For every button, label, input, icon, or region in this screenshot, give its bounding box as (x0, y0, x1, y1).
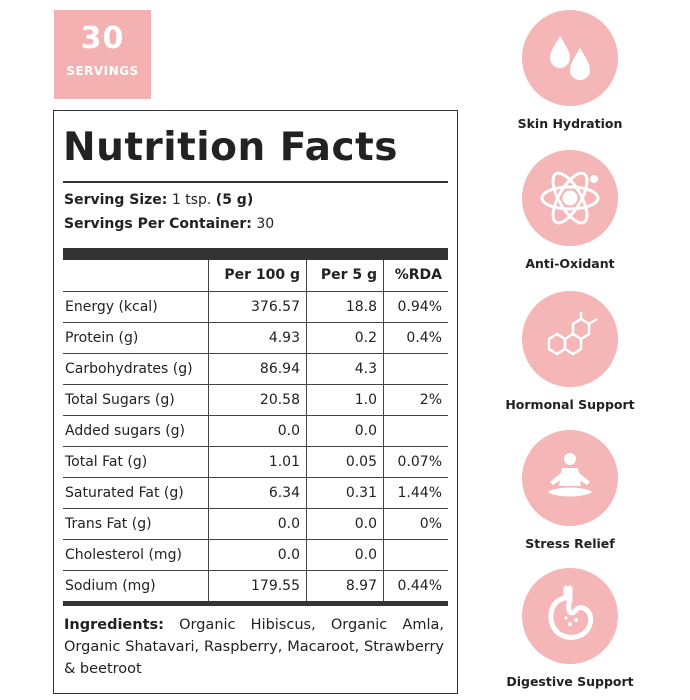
table-row: Carbohydrates (g) 86.94 4.3 (63, 353, 448, 385)
value-rda (442, 547, 448, 563)
table-row: Total Fat (g) 1.01 0.05 0.07% (63, 446, 448, 478)
value-rda (442, 423, 448, 439)
value-per-100g: 6.34 (268, 485, 300, 501)
header-per-100g: Per 100 g (224, 267, 300, 283)
value-per-100g: 0.0 (277, 516, 300, 532)
value-per-5g: 0.05 (345, 454, 377, 470)
value-per-5g: 0.0 (354, 547, 377, 563)
value-per-5g: 18.8 (345, 299, 377, 315)
header-per-5g: Per 5 g (320, 267, 377, 283)
table-row: Energy (kcal) 376.57 18.8 0.94% (63, 291, 448, 323)
value-per-100g: 0.0 (277, 423, 300, 439)
value-per-5g: 0.0 (354, 516, 377, 532)
atom-icon (522, 150, 618, 246)
serving-size-value: 1 tsp. (167, 192, 216, 208)
servings-badge: 30 SERVINGS (54, 10, 151, 99)
ingredients-label: Ingredients: (64, 617, 164, 633)
value-per-5g: 0.0 (354, 423, 377, 439)
nutrient-name: Energy (kcal) (65, 299, 158, 315)
serving-size-label: Serving Size: (64, 192, 168, 208)
nutrient-name: Cholesterol (mg) (65, 547, 182, 563)
benefit-anti-oxidant: Anti-Oxidant (505, 150, 635, 271)
benefit-label: Anti-Oxidant (525, 256, 615, 271)
table-row: Sodium (mg) 179.55 8.97 0.44% (63, 570, 448, 602)
value-per-5g: 1.0 (354, 392, 377, 408)
nutrient-name: Added sugars (g) (65, 423, 185, 439)
value-per-100g: 1.01 (268, 454, 300, 470)
molecule-icon (522, 291, 618, 387)
nutrient-name: Total Fat (g) (65, 454, 148, 470)
servings-label: SERVINGS (66, 64, 139, 78)
ingredients-text: Organic Hibiscus, Organic Amla, Organic … (64, 617, 444, 677)
benefit-digestive-support: Digestive Support (505, 568, 635, 689)
nutrient-name: Trans Fat (g) (65, 516, 152, 532)
table-row: Total Sugars (g) 20.58 1.0 2% (63, 384, 448, 416)
value-per-100g: 0.0 (277, 547, 300, 563)
servings-number: 30 (80, 21, 125, 56)
benefit-hormonal-support: Hormonal Support (505, 291, 635, 412)
benefit-label: Skin Hydration (517, 116, 623, 131)
value-rda: 2% (419, 392, 442, 408)
nutrition-facts-panel: Nutrition Facts Serving Size: 1 tsp. (5 … (53, 110, 458, 694)
value-per-5g: 0.2 (354, 330, 377, 346)
serving-size-grams: (5 g) (215, 192, 254, 208)
nutrient-name: Total Sugars (g) (65, 392, 175, 408)
value-per-100g: 179.55 (251, 578, 300, 594)
table-row: Cholesterol (mg) 0.0 0.0 (63, 539, 448, 571)
nutrient-name: Carbohydrates (g) (65, 361, 193, 377)
value-per-100g: 20.58 (259, 392, 300, 408)
table-row: Protein (g) 4.93 0.2 0.4% (63, 322, 448, 354)
servings-per-label: Servings Per Container: (64, 216, 252, 232)
value-rda: 0.07% (397, 454, 442, 470)
benefit-stress-relief: Stress Relief (505, 430, 635, 551)
benefit-label: Stress Relief (525, 536, 615, 551)
benefit-label: Digestive Support (506, 674, 634, 689)
value-per-5g: 0.31 (345, 485, 377, 501)
table-row: Saturated Fat (g) 6.34 0.31 1.44% (63, 477, 448, 509)
servings-per-value: 30 (251, 216, 275, 232)
meditation-icon (522, 430, 618, 526)
value-rda: 0.44% (397, 578, 442, 594)
table-row: Trans Fat (g) 0.0 0.0 0% (63, 508, 448, 540)
value-rda: 0% (419, 516, 442, 532)
value-per-5g: 4.3 (354, 361, 377, 377)
header-rda: %RDA (394, 267, 442, 283)
value-per-100g: 4.93 (268, 330, 300, 346)
table-row: Added sugars (g) 0.0 0.0 (63, 415, 448, 447)
ingredients: Ingredients: Organic Hibiscus, Organic A… (64, 614, 444, 680)
value-rda: 0.4% (406, 330, 442, 346)
value-per-5g: 8.97 (345, 578, 377, 594)
value-rda: 1.44% (397, 485, 442, 501)
value-per-100g: 86.94 (259, 361, 300, 377)
value-rda: 0.94% (397, 299, 442, 315)
nutrient-name: Protein (g) (65, 330, 139, 346)
benefit-skin-hydration: Skin Hydration (505, 10, 635, 131)
title-divider (63, 181, 448, 183)
value-rda (442, 361, 448, 377)
nutrient-name: Saturated Fat (g) (65, 485, 184, 501)
nutrition-title: Nutrition Facts (63, 125, 398, 170)
thick-divider (63, 248, 448, 260)
stomach-icon (522, 568, 618, 664)
value-per-100g: 376.57 (251, 299, 300, 315)
bottom-divider (63, 601, 448, 606)
servings-per-container: Servings Per Container: 30 (64, 216, 274, 232)
table-header-row: Per 100 g Per 5 g %RDA (63, 260, 448, 291)
nutrient-name: Sodium (mg) (65, 578, 156, 594)
water-drops-icon (522, 10, 618, 106)
serving-size: Serving Size: 1 tsp. (5 g) (64, 192, 253, 208)
benefit-label: Hormonal Support (505, 397, 635, 412)
